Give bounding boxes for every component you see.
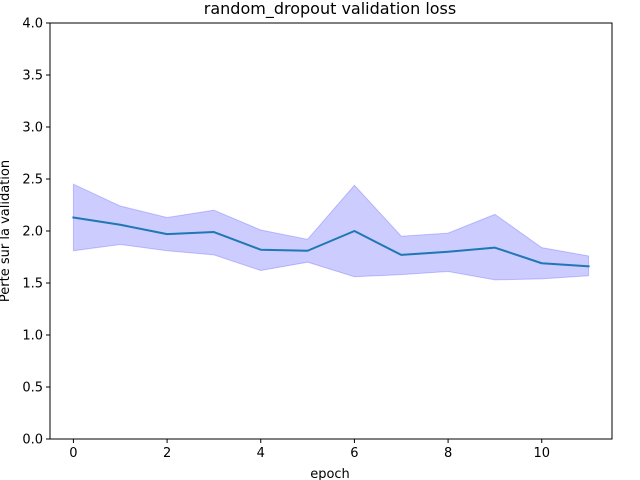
confidence-band-layer (72, 183, 590, 281)
confidence-band (72, 183, 590, 281)
x-tick-label: 6 (350, 446, 358, 461)
y-tick-label: 2.5 (22, 173, 43, 188)
x-tick-label: 0 (69, 446, 77, 461)
chart-title: random_dropout validation loss (204, 0, 456, 19)
y-tick-label: 1.5 (22, 277, 43, 292)
series-line (72, 216, 590, 268)
y-ticks: 0.0 0.5 1.0 1.5 2.0 2.5 3.0 3.5 4.0 (22, 17, 50, 448)
y-tick-label: 2.0 (22, 225, 43, 240)
y-axis-label: Perte sur la validation (0, 160, 13, 302)
y-tick-label: 3.5 (22, 69, 43, 84)
series-line-layer (72, 216, 590, 268)
y-tick-label: 3.0 (22, 121, 43, 136)
x-tick-label: 10 (533, 446, 550, 461)
y-tick-label: 0.5 (22, 381, 43, 396)
x-tick-label: 4 (257, 446, 265, 461)
y-tick-label: 1.0 (22, 329, 43, 344)
y-tick-label: 0.0 (22, 433, 43, 448)
x-axis-label: epoch (310, 467, 350, 480)
y-tick-label: 4.0 (22, 17, 43, 32)
x-tick-label: 2 (163, 446, 171, 461)
x-tick-label: 8 (444, 446, 452, 461)
x-ticks: 0 2 4 6 8 10 (69, 439, 550, 461)
